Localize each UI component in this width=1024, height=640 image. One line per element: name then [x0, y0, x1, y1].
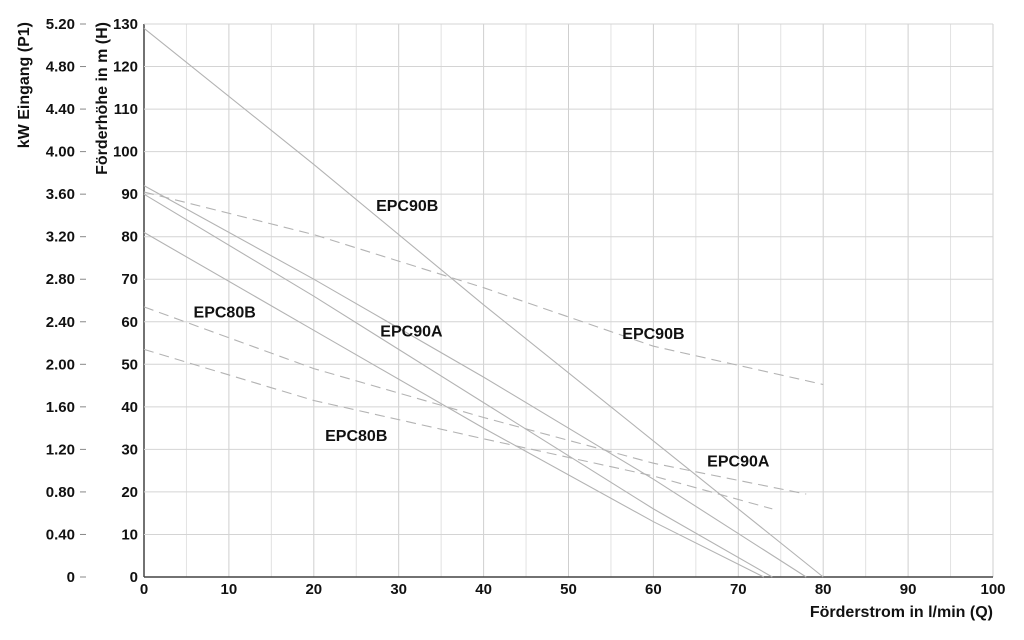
y2-tick-label: 4.80 — [46, 59, 75, 76]
head-curve-unnamed — [143, 193, 773, 578]
x-tick-label: 90 — [900, 581, 917, 598]
y2-tick-label: 4.00 — [46, 144, 75, 161]
y2-tick-label: 0.80 — [46, 484, 75, 501]
y-axis-title: Förderhöhe in m (H) — [94, 22, 111, 175]
y2-axis-title: kW Eingang (P1) — [16, 22, 33, 148]
y2-tick-label: 0 — [67, 569, 75, 586]
y2-tick-label: 0.40 — [46, 526, 75, 543]
series-label-epc90a: EPC90A — [380, 324, 443, 341]
power-curve-epc90a — [143, 306, 807, 495]
y2-tick-label: 2.40 — [46, 314, 75, 331]
series-label-epc90b: EPC90B — [376, 198, 438, 215]
series-lines — [143, 27, 824, 578]
y2-tick-label: 5.20 — [46, 16, 75, 33]
x-tick-label: 70 — [730, 581, 747, 598]
y-tick-label: 30 — [121, 441, 138, 458]
y-tick-label: 90 — [121, 186, 138, 203]
y2-tick-label: 3.20 — [46, 229, 75, 246]
y2-tick-label: 3.60 — [46, 186, 75, 203]
y-tick-label: 100 — [113, 144, 138, 161]
y2-tick-label: 4.40 — [46, 101, 75, 118]
series-label-epc80b: EPC80B — [194, 305, 256, 322]
y-tick-label: 50 — [121, 356, 138, 373]
y-tick-label: 80 — [121, 229, 138, 246]
y-tick-label: 130 — [113, 16, 138, 33]
y2-tick-label: 1.20 — [46, 441, 75, 458]
head-curve-epc90a — [143, 185, 807, 578]
x-tick-label: 40 — [475, 581, 492, 598]
y2-tick-label: 2.00 — [46, 356, 75, 373]
y2-tick-label: 2.80 — [46, 271, 75, 288]
x-tick-label: 30 — [390, 581, 407, 598]
head-curve-epc90b — [143, 27, 824, 578]
y-tick-label: 120 — [113, 59, 138, 76]
y-tick-label: 10 — [121, 526, 138, 543]
y-tick-label: 20 — [121, 484, 138, 501]
y-tick-label: 110 — [114, 101, 138, 118]
x-tick-label: 60 — [645, 581, 662, 598]
tick-labels: 0 10 20 30 40 50 60 70 80 90 100 0 10 20 30 40 50 60 70 80 9… — [46, 16, 1006, 598]
y-tick-label: 60 — [121, 314, 138, 331]
series-label-epc90a: EPC90A — [707, 453, 770, 470]
y2-tick-label: 1.60 — [46, 399, 75, 416]
y-tick-label: 0 — [130, 569, 138, 586]
x-tick-label: 10 — [221, 581, 238, 598]
series-label-epc90b: EPC90B — [622, 326, 684, 343]
y-tick-label: 70 — [121, 271, 138, 288]
x-tick-label: 50 — [560, 581, 577, 598]
x-tick-label: 80 — [815, 581, 832, 598]
x-tick-label: 20 — [305, 581, 322, 598]
x-tick-label: 0 — [140, 581, 148, 598]
head-curve-epc80b — [143, 231, 765, 578]
series-labels: EPC90B EPC90B EPC80B EPC90A EPC80B EPC90A — [194, 198, 770, 470]
grid — [80, 23, 994, 578]
series-label-epc80b: EPC80B — [325, 428, 387, 445]
power-curve-epc90b — [143, 191, 824, 386]
power-curve-epc80b — [143, 348, 773, 510]
y-tick-label: 40 — [121, 399, 138, 416]
x-axis-title: Förderstrom in l/min (Q) — [810, 604, 993, 621]
x-tick-label: 100 — [980, 581, 1005, 598]
